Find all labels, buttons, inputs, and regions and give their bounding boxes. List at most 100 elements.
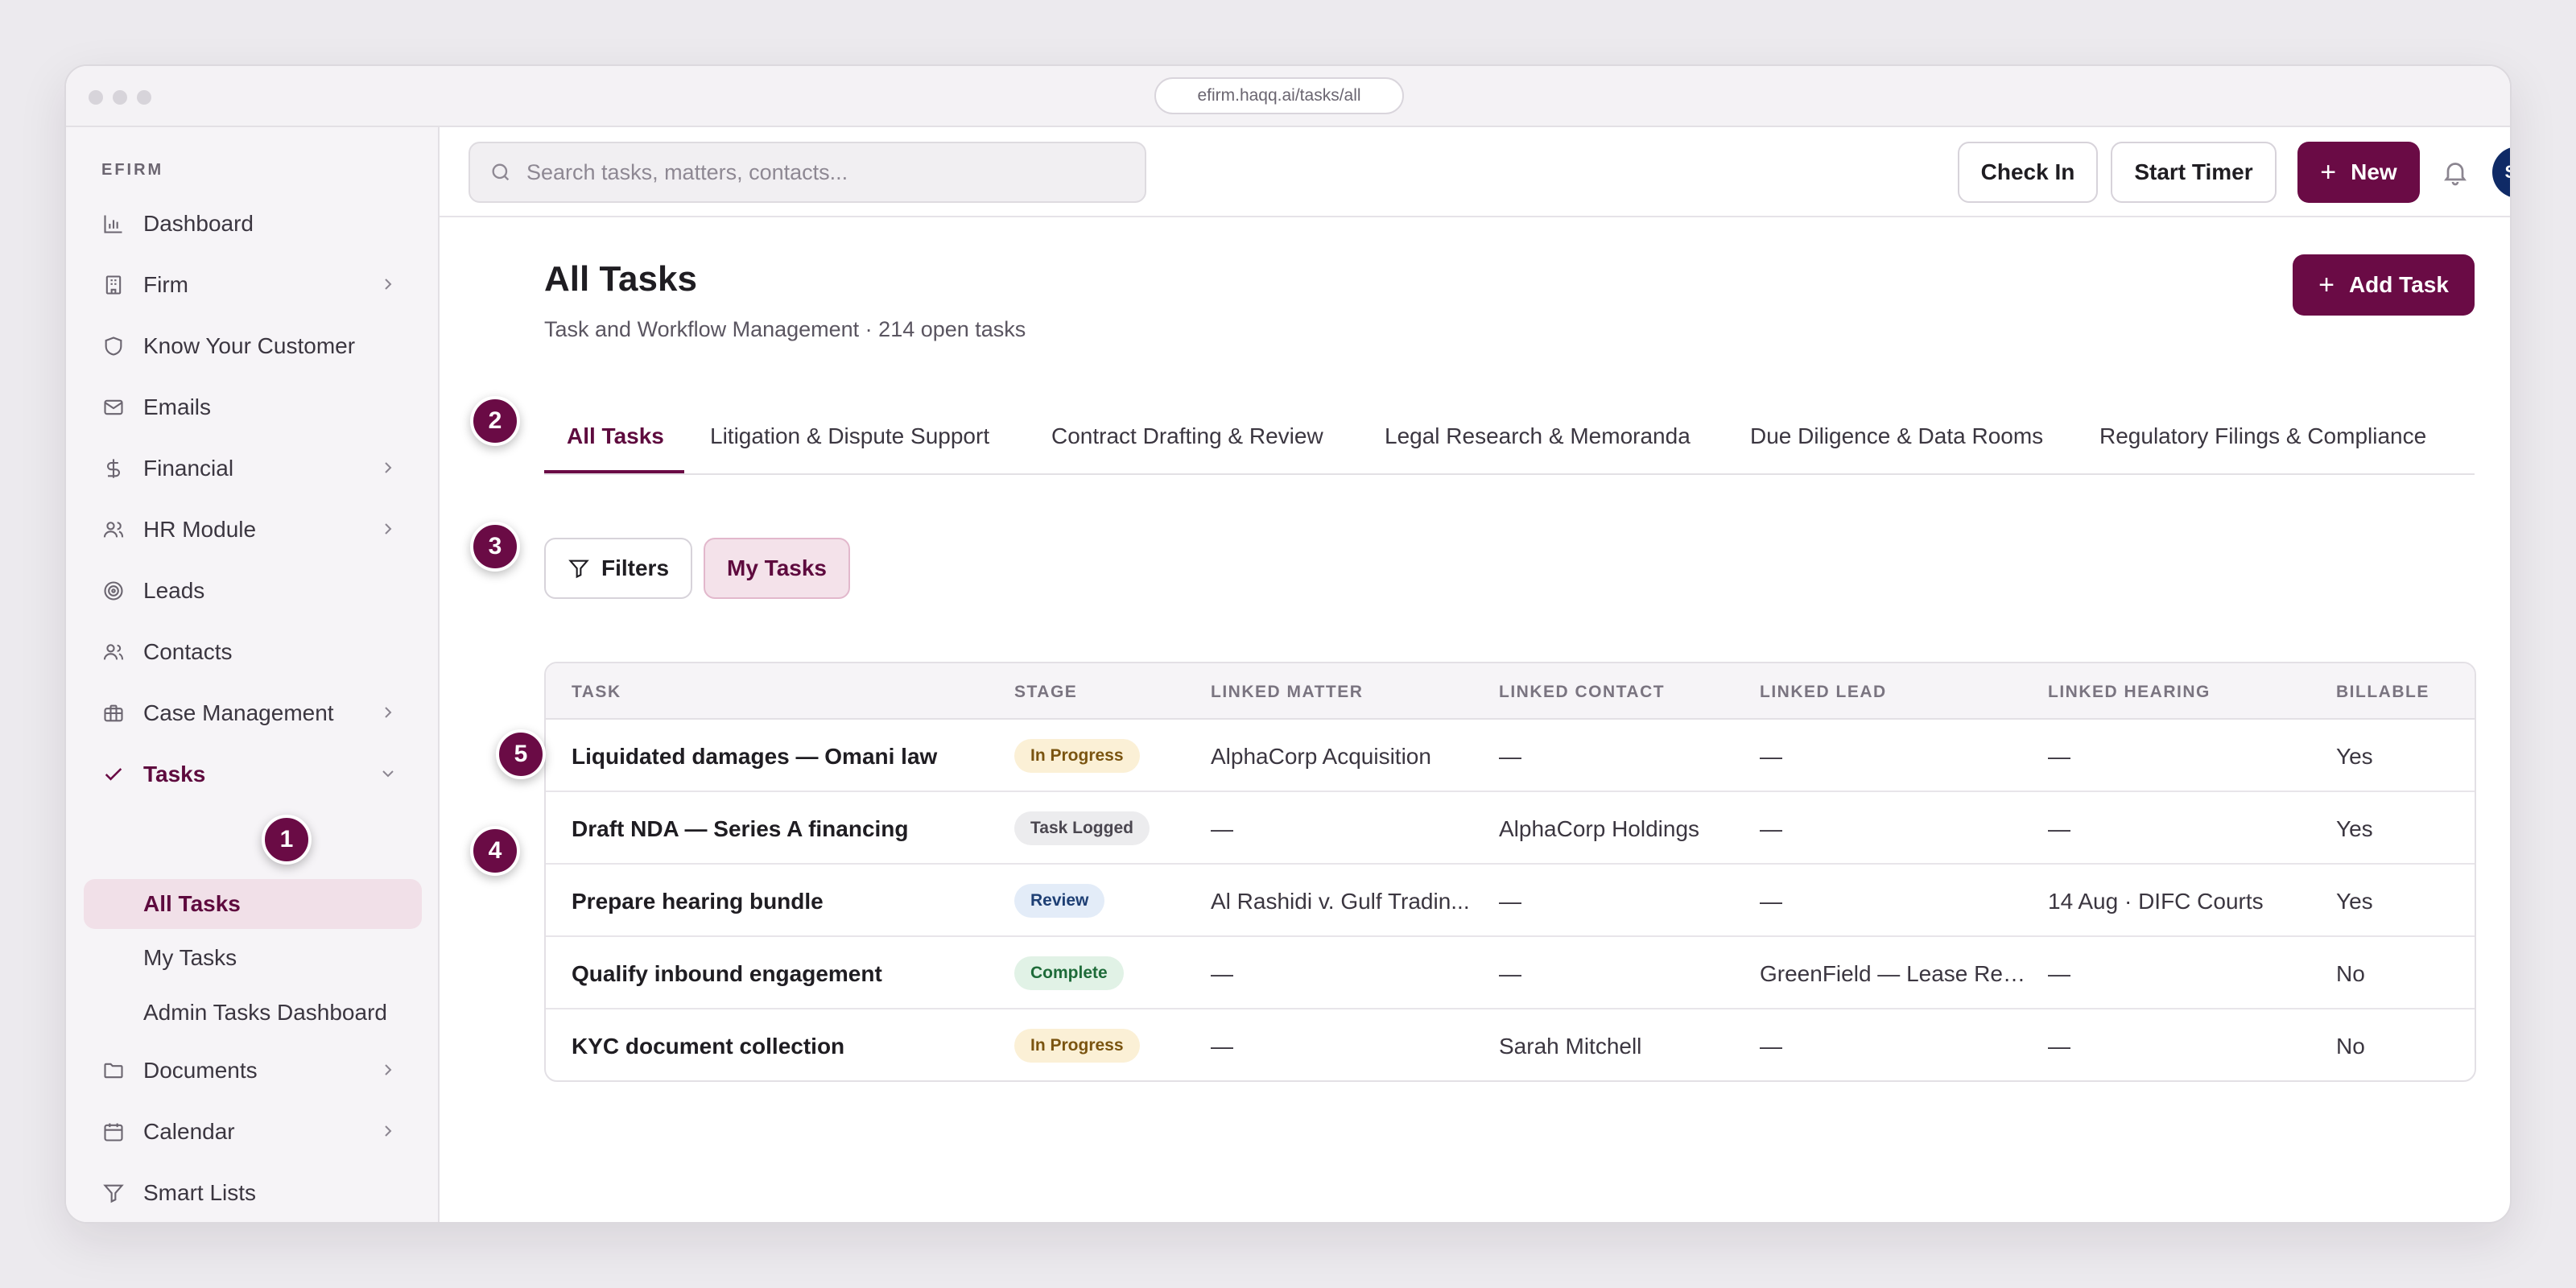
contacts-icon — [101, 640, 126, 664]
column-header-linked-contact[interactable]: LINKED CONTACT — [1499, 683, 1666, 701]
sidebar-item-calendar[interactable]: Calendar — [84, 1107, 422, 1157]
sidebar-item-smart-lists[interactable]: Smart Lists — [84, 1168, 422, 1218]
chevron-down-icon — [382, 770, 394, 778]
task-name[interactable]: Liquidated damages — Omani law — [572, 744, 938, 769]
tab-regulatory-filings[interactable]: Regulatory Filings & Compliance — [2099, 423, 2427, 448]
task-name[interactable]: KYC document collection — [572, 1034, 845, 1059]
linked-matter: — — [1211, 1034, 1233, 1059]
tab-litigation[interactable]: Litigation & Dispute Support — [710, 423, 990, 448]
linked-contact: — — [1499, 889, 1521, 914]
sidebar-item-kyc[interactable]: Know Your Customer — [84, 321, 422, 371]
linked-hearing[interactable]: 14 Aug · DIFC Courts — [2048, 889, 2264, 914]
bell-icon[interactable] — [2441, 158, 2470, 187]
linked-contact[interactable]: AlphaCorp Holdings — [1499, 816, 1700, 841]
my-tasks-filter-button[interactable]: My Tasks — [704, 538, 850, 599]
sidebar-item-case-management[interactable]: Case Management — [84, 688, 422, 738]
column-header-linked-matter[interactable]: LINKED MATTER — [1211, 683, 1364, 701]
linked-contact[interactable]: Sarah Mitchell — [1499, 1034, 1642, 1059]
column-header-linked-lead[interactable]: LINKED LEAD — [1760, 683, 1887, 701]
mail-icon — [101, 395, 126, 419]
start-timer-button[interactable]: Start Timer — [2111, 142, 2277, 203]
linked-lead: — — [1760, 744, 1782, 769]
chevron-right-icon — [385, 1064, 392, 1075]
address-bar[interactable]: efirm.haqq.ai/tasks/all — [1154, 77, 1404, 114]
avatar[interactable]: SM — [2492, 147, 2510, 198]
chevron-right-icon — [385, 279, 392, 290]
sidebar-item-contacts[interactable]: Contacts — [84, 627, 422, 677]
task-name[interactable]: Prepare hearing bundle — [572, 889, 824, 914]
step-marker-4: 4 — [470, 826, 520, 876]
sidebar-item-hr-module[interactable]: HR Module — [84, 505, 422, 555]
browser-titlebar: efirm.haqq.ai/tasks/all — [66, 66, 2510, 127]
tab-legal-research[interactable]: Legal Research & Memoranda — [1385, 423, 1690, 448]
sidebar-item-label: Documents — [143, 1058, 258, 1083]
linked-lead[interactable]: GreenField — Lease Ren... — [1760, 961, 2025, 986]
target-icon — [101, 579, 126, 603]
tab-due-diligence[interactable]: Due Diligence & Data Rooms — [1750, 423, 2044, 448]
column-header-linked-hearing[interactable]: LINKED HEARING — [2048, 683, 2211, 701]
browser-window: efirm.haqq.ai/tasks/all EFIRM Dashboard … — [64, 64, 2512, 1224]
linked-hearing: — — [2048, 961, 2070, 986]
minimize-dot[interactable] — [113, 90, 127, 105]
check-icon — [101, 762, 126, 786]
stage-badge: Task Logged — [1014, 811, 1150, 845]
table-row[interactable]: Draft NDA — Series A financing Task Logg… — [546, 792, 2475, 865]
stage-badge: In Progress — [1014, 739, 1140, 773]
column-header-billable[interactable]: BILLABLE — [2336, 683, 2429, 701]
calendar-icon — [101, 1120, 126, 1144]
task-name[interactable]: Draft NDA — Series A financing — [572, 816, 909, 841]
sidebar-subitem-admin-tasks-dashboard[interactable]: Admin Tasks Dashboard — [143, 1000, 387, 1025]
sidebar-item-label: Emails — [143, 394, 212, 419]
sidebar-subitem-my-tasks[interactable]: My Tasks — [143, 945, 237, 970]
linked-contact: — — [1499, 744, 1521, 769]
billable-value: Yes — [2336, 889, 2373, 914]
stage-badge: Complete — [1014, 956, 1124, 990]
active-tab-indicator — [544, 470, 684, 473]
tasks-table: TASK STAGE LINKED MATTER LINKED CONTACT … — [544, 662, 2476, 1082]
linked-contact: — — [1499, 961, 1521, 986]
sidebar-item-label: Firm — [143, 272, 188, 297]
search-input[interactable] — [526, 159, 1138, 185]
building-icon — [101, 273, 126, 297]
linked-matter[interactable]: AlphaCorp Acquisition — [1211, 744, 1431, 769]
close-dot[interactable] — [89, 90, 103, 105]
maximize-dot[interactable] — [137, 90, 151, 105]
sidebar-subitem-all-tasks[interactable]: All Tasks — [84, 879, 422, 929]
tab-all-tasks[interactable]: All Tasks — [567, 423, 664, 448]
add-task-button[interactable]: + Add Task — [2293, 254, 2475, 316]
dollar-icon — [101, 456, 126, 481]
tab-bar: All Tasks Litigation & Dispute Support C… — [544, 409, 2475, 475]
column-header-stage[interactable]: STAGE — [1014, 683, 1078, 701]
linked-hearing: — — [2048, 1034, 2070, 1059]
check-in-button[interactable]: Check In — [1958, 142, 2098, 203]
linked-lead: — — [1760, 1034, 1782, 1059]
sidebar-item-documents[interactable]: Documents — [84, 1046, 422, 1096]
linked-matter[interactable]: Al Rashidi v. Gulf Tradin... — [1211, 889, 1470, 914]
billable-value: Yes — [2336, 816, 2373, 841]
sidebar-item-label: Leads — [143, 578, 205, 603]
sidebar-item-financial[interactable]: Financial — [84, 444, 422, 493]
new-button[interactable]: + New — [2297, 142, 2420, 203]
table-row[interactable]: Prepare hearing bundle Review Al Rashidi… — [546, 865, 2475, 937]
sidebar-item-firm[interactable]: Firm — [84, 260, 422, 310]
sidebar-item-label: Contacts — [143, 639, 233, 664]
task-name[interactable]: Qualify inbound engagement — [572, 961, 882, 986]
briefcase-icon — [101, 701, 126, 725]
chevron-right-icon — [385, 707, 392, 718]
table-row[interactable]: Liquidated damages — Omani law In Progre… — [546, 720, 2475, 792]
sidebar-item-dashboard[interactable]: Dashboard — [84, 199, 422, 249]
linked-lead: — — [1760, 816, 1782, 841]
filter-icon — [101, 1181, 126, 1205]
tab-contract-drafting[interactable]: Contract Drafting & Review — [1051, 423, 1323, 448]
search-box[interactable] — [469, 142, 1146, 203]
table-header: TASK STAGE LINKED MATTER LINKED CONTACT … — [546, 663, 2475, 720]
billable-value: No — [2336, 1034, 2365, 1059]
column-header-task[interactable]: TASK — [572, 683, 621, 701]
table-row[interactable]: KYC document collection In Progress — Sa… — [546, 1009, 2475, 1080]
sidebar-item-tasks[interactable]: Tasks — [84, 749, 422, 799]
plus-icon: + — [2320, 156, 2337, 188]
filters-button[interactable]: Filters — [544, 538, 692, 599]
table-row[interactable]: Qualify inbound engagement Complete — — … — [546, 937, 2475, 1009]
sidebar-item-leads[interactable]: Leads — [84, 566, 422, 616]
sidebar-item-emails[interactable]: Emails — [84, 382, 422, 432]
